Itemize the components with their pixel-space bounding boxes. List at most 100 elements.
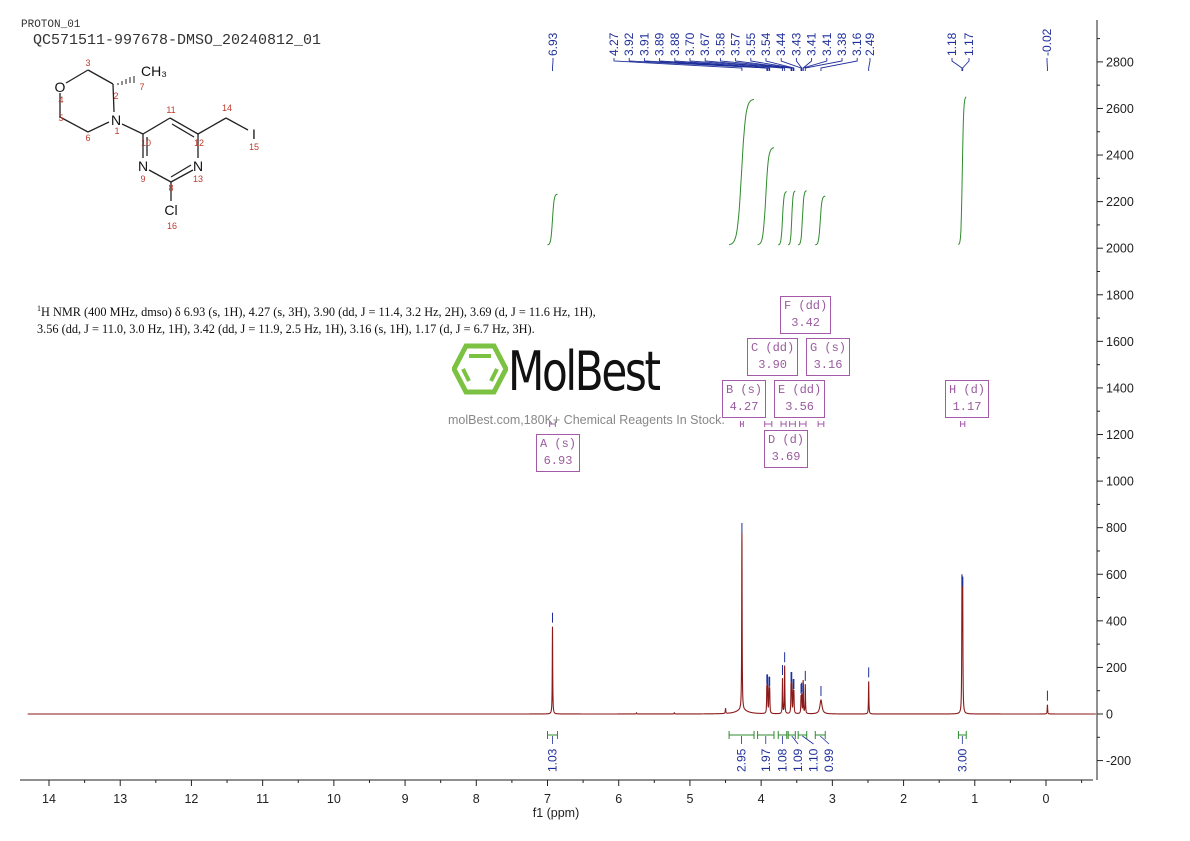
y-tick-label: 1000	[1106, 475, 1134, 489]
multiplet-shift: 6.93	[543, 454, 573, 468]
peak-label-connector	[674, 58, 771, 71]
peak-label: 3.91	[637, 32, 769, 685]
integral-bar	[797, 731, 808, 739]
atom-number: 15	[249, 142, 259, 152]
peak-label-text: 3.92	[622, 32, 636, 56]
integral-value: 1.09	[791, 748, 805, 772]
multiplet-shift: 3.16	[813, 358, 843, 372]
watermark-logo-text: MolBest	[508, 340, 661, 403]
peak-label: 1.17	[962, 32, 976, 587]
peak-label-text: 3.44	[774, 32, 788, 56]
integral: 1.97	[757, 147, 775, 772]
multiplet-type: (d)	[963, 383, 986, 397]
peak-label: 3.70	[683, 32, 784, 676]
x-tick-label: 7	[544, 792, 551, 806]
peak-label-connector	[750, 58, 794, 71]
molbest-logo-icon	[452, 343, 508, 395]
atom-O: O	[55, 79, 66, 95]
atom-number: 11	[166, 105, 175, 115]
atom-number: 14	[222, 103, 232, 113]
peak-label-text: 1.17	[962, 32, 976, 56]
peak-label: 4.27	[607, 32, 743, 533]
integral-bar	[757, 731, 775, 739]
multiplet-box-F: F (dd) 3.42	[780, 296, 832, 334]
peak-label-connector	[659, 58, 770, 71]
y-tick-label: -200	[1106, 754, 1131, 768]
peak-label-connector	[765, 58, 795, 71]
peak-label: -0.02	[1040, 28, 1054, 701]
peak-label-text: 6.93	[546, 32, 560, 56]
peak-label-connector	[802, 58, 828, 71]
multiplet-type: (d)	[782, 433, 805, 447]
integral-bar	[814, 731, 826, 739]
molecule-structure: O N CH₃ N N Cl I 1 2 3 4 5 6 7 8 9 10 11…	[55, 58, 259, 231]
peak-label-text: 3.54	[759, 32, 773, 56]
atom-number: 3	[85, 58, 90, 68]
multiplet-shift: 1.17	[952, 400, 982, 414]
y-tick-label: 200	[1106, 661, 1127, 675]
peak-label-connector	[951, 58, 963, 71]
peak-label: 3.41	[802, 32, 834, 694]
multiplet-range-marker	[789, 421, 796, 427]
y-tick-label: 2400	[1106, 149, 1134, 163]
integral: 2.95	[728, 98, 755, 772]
y-tick-label: 1200	[1106, 428, 1134, 442]
multiplet-range-marker	[549, 421, 556, 427]
peak-label-text: 4.27	[607, 32, 621, 56]
multiplet-id: E	[778, 383, 786, 397]
peak-label-connector	[802, 58, 813, 71]
integral-curve	[797, 190, 807, 246]
x-tick-label: 6	[615, 792, 622, 806]
y-tick-label: 1800	[1106, 288, 1134, 302]
multiplet-id: D	[768, 433, 776, 447]
x-tick-label: 8	[473, 792, 480, 806]
y-tick-label: 400	[1106, 614, 1127, 628]
multiplet-range-marker	[780, 421, 787, 427]
atom-number: 13	[193, 174, 203, 184]
peak-label-text: 3.41	[820, 32, 834, 56]
peak-label: 3.43	[789, 32, 803, 693]
multiplet-id: H	[949, 383, 957, 397]
superscript: 1	[37, 304, 41, 313]
multiplet-type: (dd)	[765, 341, 795, 355]
peak-label-text: 3.43	[789, 32, 803, 56]
x-tick-label: 4	[758, 792, 765, 806]
x-tick-label: 14	[42, 792, 56, 806]
peak-label-connector	[704, 58, 786, 71]
peak-label: 3.58	[713, 32, 792, 683]
watermark-tagline: molBest.com,180K+ Chemical Reagents In S…	[448, 413, 725, 427]
sample-id: QC571511-997678-DMSO_20240812_01	[33, 32, 322, 49]
peak-label-connector	[962, 58, 970, 71]
peak-label-text: 3.58	[713, 32, 727, 56]
integral-value: 1.10	[807, 748, 821, 772]
integral-value: 1.03	[545, 748, 559, 772]
integral-curve	[777, 191, 787, 246]
atom-number: 16	[167, 221, 177, 231]
integral: 1.10	[797, 190, 821, 772]
peak-label-connector	[613, 58, 743, 71]
peak-label: 3.89	[653, 32, 770, 687]
atom-number: 6	[85, 133, 90, 143]
multiplet-box-A: A (s) 6.93	[536, 434, 581, 472]
integral-value: 3.00	[955, 748, 969, 772]
x-tick-label: 10	[327, 792, 341, 806]
integral-bar	[777, 731, 788, 739]
integral-value: 2.95	[735, 748, 749, 772]
peak-label-text: 3.89	[653, 32, 667, 56]
y-tick-label: 0	[1106, 708, 1113, 722]
integral-bar	[728, 731, 755, 739]
peak-label-connector	[643, 58, 769, 71]
y-tick-label: 1400	[1106, 381, 1134, 395]
y-tick-label: 2000	[1106, 242, 1134, 256]
x-tick-label: 9	[402, 792, 409, 806]
multiplet-shift: 3.42	[791, 316, 821, 330]
multiplet-shift: 3.56	[785, 400, 815, 414]
atom-Cl: Cl	[164, 202, 177, 218]
multiplet-type: (s)	[554, 437, 577, 451]
peak-label-connector	[719, 58, 792, 71]
atom-number: 9	[140, 174, 145, 184]
x-axis-label: f1 (ppm)	[533, 806, 580, 820]
integral-connector	[791, 735, 799, 745]
peak-label: 3.57	[729, 32, 793, 683]
integral-value: 1.08	[776, 748, 790, 772]
